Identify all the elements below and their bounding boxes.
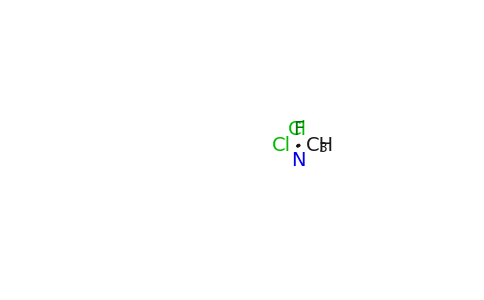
Text: Cl: Cl bbox=[272, 136, 291, 155]
Text: F: F bbox=[293, 120, 304, 139]
Text: Cl: Cl bbox=[288, 120, 307, 140]
Text: CH: CH bbox=[305, 136, 333, 154]
Text: N: N bbox=[292, 151, 306, 170]
Text: 3: 3 bbox=[319, 141, 328, 155]
